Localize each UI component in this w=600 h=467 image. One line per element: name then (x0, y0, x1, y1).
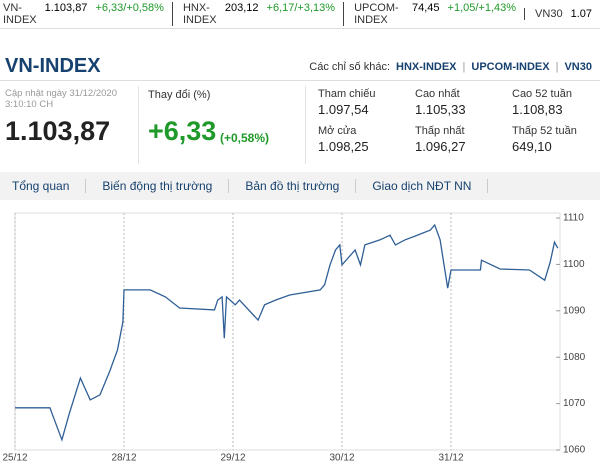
y-tick-label: 1070 (563, 398, 586, 409)
y-tick-label: 1060 (563, 445, 586, 456)
ticker-value: 1.103,87 (44, 2, 88, 14)
y-tick-label: 1110 (563, 213, 584, 224)
ticker-name: HNX-INDEX (182, 2, 217, 26)
divider (305, 86, 306, 164)
index-value: 1.103,87 (5, 116, 111, 146)
stat-label: Thấp 52 tuần (512, 125, 577, 137)
ticker-value: 203,12 (224, 2, 259, 14)
stat-value: 1.098,25 (318, 139, 369, 154)
stat-label: Cao nhất (415, 88, 460, 100)
ticker-name: VN30 (535, 8, 563, 20)
tab[interactable]: Bản đồ thị trường (229, 179, 357, 193)
y-tick-label: 1100 (563, 259, 585, 270)
stat-value: 649,10 (512, 139, 552, 154)
stat-value: 1.097,54 (318, 102, 369, 117)
tab[interactable]: Giao dịch NĐT NN (356, 179, 489, 193)
stat-value: 1.108,83 (512, 102, 563, 117)
other-label: Các chỉ số khác: (309, 61, 390, 73)
ticker-change: +1,05/+1,43% (447, 2, 517, 14)
other-indices: Các chỉ số khác: HNX-INDEX | UPCOM-INDEX |… (309, 61, 592, 73)
plot-frame (14, 212, 561, 451)
update-time: 3:10:10 CH (5, 99, 54, 110)
tab-bar: Tổng quan Biến động thị trường Bản đồ th… (0, 172, 600, 200)
divider (138, 86, 139, 164)
x-tick-label: 30/12 (329, 453, 354, 464)
update-date: Cập nhật ngày 31/12/2020 (5, 88, 117, 99)
index-link[interactable]: VN30 (564, 61, 592, 73)
separator: | (555, 61, 559, 73)
x-tick-label: 28/12 (111, 453, 136, 464)
ticker-name: UPCOM-INDEX (354, 2, 399, 26)
ticker-item[interactable]: HNX-INDEX 203,12 +6,17/+3,13% (171, 2, 343, 26)
x-tick-label: 25/12 (2, 453, 27, 464)
ticker-item[interactable]: VN-INDEX 1.103,87 +6,33/+0,58% (0, 2, 172, 26)
ticker-change: +6,17/+3,13% (266, 2, 336, 14)
index-link[interactable]: HNX-INDEX (396, 61, 457, 73)
stat-label: Cao 52 tuần (512, 88, 572, 100)
stat-label: Thấp nhất (415, 125, 465, 137)
stat-label: Mở cửa (318, 125, 357, 137)
tab[interactable]: Biến động thị trường (86, 179, 230, 193)
line (15, 223, 559, 442)
ticker-item[interactable]: VN30 1.07 (524, 8, 600, 20)
y-tick-label: 1080 (563, 352, 586, 363)
change-value: +6,33 (148, 116, 217, 146)
y-tick-label: 1090 (563, 305, 586, 316)
ticker-bar: VN-INDEX 1.103,87 +6,33/+0,58% HNX-INDEX 20… (0, 0, 600, 29)
stat-value: 1.096,27 (415, 139, 466, 154)
ticker-item[interactable]: UPCOM-INDEX 74,45 +1,05/+1,43% (343, 2, 524, 26)
x-tick-label: 31/12 (438, 453, 463, 464)
ticker-name: VN-INDEX (3, 2, 37, 26)
separator: | (462, 61, 466, 73)
change-percent: (+0,58%) (220, 131, 270, 145)
tab[interactable]: Tổng quan (0, 179, 87, 193)
x-tick-label: 29/12 (220, 453, 245, 464)
index-link[interactable]: UPCOM-INDEX (471, 61, 550, 73)
ticker-change: +6,33/+0,58% (95, 2, 164, 14)
divider (0, 80, 600, 81)
chart: 25/12 28/12 29/12 30/12 31/12 1060 1070 1080 109… (2, 212, 586, 464)
stat-value: 1.105,33 (415, 102, 466, 117)
ticker-value: 1.07 (570, 8, 592, 20)
page-title: VN-INDEX (5, 55, 101, 77)
change-label: Thay đổi (%) (148, 89, 211, 101)
ticker-value: 74,45 (412, 2, 440, 14)
stat-label: Tham chiếu (318, 88, 376, 100)
